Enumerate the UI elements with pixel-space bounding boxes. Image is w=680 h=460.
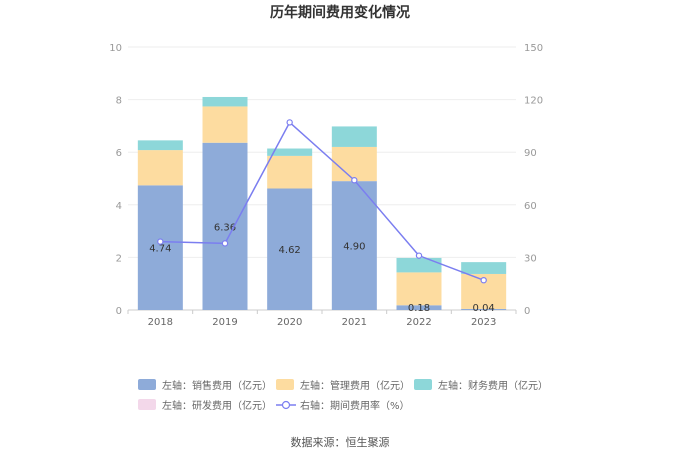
legend-label: 左轴：管理费用（亿元） bbox=[300, 379, 410, 392]
rate-point bbox=[157, 238, 164, 245]
bar-segment-2023-s0 bbox=[461, 308, 507, 310]
bar-segment-2022-s2 bbox=[396, 257, 442, 273]
bar-segment-2019-s1 bbox=[202, 106, 248, 143]
bar-segment-2018-s1 bbox=[137, 150, 183, 186]
rate-point bbox=[221, 240, 229, 247]
legend-swatch bbox=[138, 379, 156, 390]
bar-segment-2020-s2 bbox=[267, 148, 313, 156]
legend-label: 左轴：研发费用（亿元） bbox=[162, 399, 272, 412]
bar-segment-2021-s1 bbox=[331, 146, 377, 182]
bar-value-label: 4.74 bbox=[149, 244, 171, 255]
right-tick-label: 30 bbox=[524, 253, 537, 264]
bar-segment-2020-s0 bbox=[267, 188, 313, 310]
rate-point bbox=[415, 252, 423, 259]
bar-segment-2022-s0 bbox=[396, 305, 442, 310]
left-tick-label: 4 bbox=[116, 201, 122, 212]
x-tick-label: 2019 bbox=[212, 317, 237, 328]
right-tick-label: 90 bbox=[524, 148, 537, 159]
bar-segment-2018-s2 bbox=[137, 140, 183, 151]
legend[interactable]: 左轴：销售费用（亿元） 左轴：管理费用（亿元） 左轴：财务费用（亿元） 左轴：研发费用… bbox=[138, 379, 548, 412]
bar-segment-2020-s1 bbox=[267, 155, 313, 189]
legend-item[interactable]: 右轴：期间费用率（%） bbox=[276, 399, 410, 412]
right-tick-label: 120 bbox=[524, 96, 543, 107]
x-tick-label: 2020 bbox=[277, 317, 302, 328]
legend-item[interactable]: 左轴：财务费用（亿元） bbox=[414, 379, 548, 392]
x-tick-label: 2021 bbox=[342, 317, 367, 328]
rate-point bbox=[351, 177, 358, 184]
bar-value-label: 4.90 bbox=[343, 242, 365, 253]
legend-label: 左轴：财务费用（亿元） bbox=[438, 379, 548, 392]
legend-swatch bbox=[138, 399, 156, 410]
legend-swatch bbox=[276, 379, 294, 390]
bars bbox=[137, 96, 507, 310]
legend-item[interactable]: 左轴：研发费用（亿元） bbox=[138, 399, 272, 412]
x-tick-label: 2023 bbox=[471, 317, 496, 328]
data-source: 数据来源：恒生聚源 bbox=[291, 435, 390, 449]
left-axis-ticks: 0 2 4 6 8 10 bbox=[109, 43, 122, 317]
bar-value-label: 4.62 bbox=[279, 245, 301, 256]
bar-segment-2018-s0 bbox=[137, 185, 183, 310]
bar-value-label: 0.04 bbox=[473, 303, 495, 314]
bar-value-label: 0.18 bbox=[408, 303, 430, 314]
x-axis-ticks: 2018 2019 2020 2021 2022 2023 bbox=[127, 310, 517, 328]
left-tick-label: 6 bbox=[116, 148, 122, 159]
rate-line bbox=[160, 121, 484, 281]
rate-point bbox=[480, 276, 487, 284]
bar-segment-2023-s2 bbox=[461, 262, 507, 274]
legend-swatch bbox=[414, 379, 432, 390]
right-tick-label: 60 bbox=[524, 201, 537, 212]
bar-segment-2021-s2 bbox=[331, 126, 377, 147]
left-tick-label: 8 bbox=[116, 96, 122, 107]
left-tick-label: 2 bbox=[116, 253, 122, 264]
bar-value-label: 6.36 bbox=[214, 222, 236, 233]
bar-segment-2021-s0 bbox=[331, 181, 377, 310]
legend-item[interactable]: 左轴：销售费用（亿元） bbox=[138, 379, 272, 392]
chart-title: 历年期间费用变化情况 bbox=[270, 4, 410, 21]
left-tick-label: 0 bbox=[116, 306, 122, 317]
right-tick-label: 0 bbox=[524, 306, 530, 317]
bar-value-labels: 4.74 6.36 4.62 4.90 0.18 0.04 bbox=[149, 222, 495, 314]
right-tick-label: 150 bbox=[524, 43, 543, 54]
legend-item[interactable]: 左轴：管理费用（亿元） bbox=[276, 379, 410, 392]
x-tick-label: 2018 bbox=[148, 317, 173, 328]
bar-segment-2022-s1 bbox=[396, 272, 442, 306]
rate-point bbox=[286, 119, 293, 126]
left-tick-label: 10 bbox=[109, 43, 122, 54]
expense-rate-line bbox=[157, 119, 487, 284]
bar-segment-2019-s2 bbox=[202, 96, 248, 107]
legend-label: 右轴：期间费用率（%） bbox=[300, 399, 410, 412]
right-axis-ticks: 0 30 60 90 120 150 bbox=[524, 43, 543, 317]
legend-marker-icon bbox=[281, 400, 291, 410]
x-tick-label: 2022 bbox=[406, 317, 431, 328]
legend-label: 左轴：销售费用（亿元） bbox=[162, 379, 272, 392]
bar-segment-2019-s0 bbox=[202, 142, 248, 310]
